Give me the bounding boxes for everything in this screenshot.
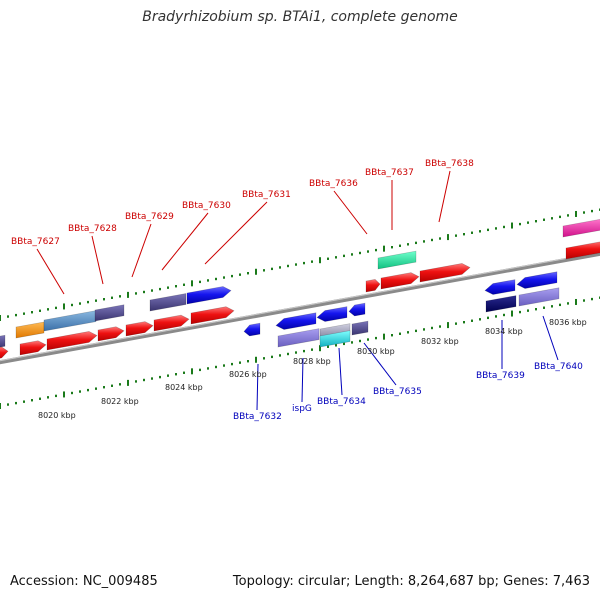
gene-label[interactable]: BBta_7638 (425, 159, 474, 169)
inner-tick-row (0, 296, 600, 409)
gene-block[interactable] (377, 250, 417, 270)
scale-label: 8034 kbp (485, 327, 523, 336)
gene-arrow-forward[interactable] (0, 346, 9, 360)
gene-arrow-forward[interactable] (153, 314, 190, 332)
gene-arrow-reverse[interactable] (316, 306, 348, 322)
callout-line (301, 357, 304, 403)
callout-line (91, 235, 104, 285)
callout-line (36, 248, 65, 295)
scale-labels: 8020 kbp 8022 kbp 8024 kbp 8026 kbp 8028… (38, 318, 587, 420)
callout-line (256, 363, 259, 411)
genome-backbone (0, 251, 600, 365)
callout-line (131, 223, 152, 278)
gene-features (0, 219, 600, 360)
gene-arrow-forward[interactable] (46, 331, 98, 351)
gene-label[interactable]: BBta_7635 (373, 387, 422, 397)
gene-label[interactable]: BBta_7636 (309, 179, 358, 189)
gene-label[interactable]: BBta_7631 (242, 190, 291, 200)
callout-line (542, 315, 559, 361)
gene-callout-lines (36, 170, 559, 411)
gene-arrow-forward[interactable] (419, 263, 471, 283)
gene-label[interactable]: BBta_7627 (11, 237, 60, 247)
gene-block[interactable] (43, 310, 97, 332)
gene-arrow-forward[interactable] (97, 326, 125, 342)
gene-block[interactable] (485, 295, 517, 313)
callout-line (338, 347, 343, 396)
gene-block[interactable] (518, 287, 560, 307)
gene-arrow-forward[interactable] (19, 340, 47, 356)
gene-arrow-forward[interactable] (190, 306, 235, 325)
outer-tick-row (0, 208, 600, 321)
scale-label: 8030 kbp (357, 347, 395, 356)
gene-block[interactable] (565, 241, 600, 260)
map-title: Bradyrhizobium sp. BTAi1, complete genom… (142, 9, 458, 25)
gene-label[interactable]: BBta_7639 (476, 371, 525, 381)
callout-line (363, 342, 397, 386)
accession-text: Accession: NC_009485 (10, 574, 158, 589)
gene-block[interactable] (351, 320, 369, 336)
callout-line (438, 170, 451, 223)
callout-line (161, 212, 209, 271)
scale-label: 8020 kbp (38, 411, 76, 420)
scale-label: 8036 kbp (549, 318, 587, 327)
gene-arrow-forward[interactable] (380, 272, 420, 290)
gene-arrow-reverse[interactable] (348, 302, 366, 317)
scale-label: 8024 kbp (165, 383, 203, 392)
callout-line (333, 190, 368, 235)
reverse-gene-labels: BBta_7632 ispG BBta_7634 BBta_7635 BBta_… (233, 362, 583, 422)
callout-line (204, 201, 268, 265)
forward-gene-labels: BBta_7627 BBta_7628 BBta_7629 BBta_7630 … (11, 159, 474, 247)
gene-label[interactable]: BBta_7634 (317, 397, 366, 407)
gene-label[interactable]: BBta_7632 (233, 412, 282, 422)
gene-label[interactable]: ispG (292, 404, 312, 414)
scale-label: 8022 kbp (101, 397, 139, 406)
gene-label[interactable]: BBta_7640 (534, 362, 583, 372)
gene-label[interactable]: BBta_7629 (125, 212, 174, 222)
gene-label[interactable]: BBta_7630 (182, 201, 231, 211)
gene-label[interactable]: BBta_7628 (68, 224, 117, 234)
gene-arrow-reverse[interactable] (243, 322, 261, 337)
gene-arrow-forward[interactable] (186, 286, 232, 305)
gene-block[interactable] (0, 334, 6, 348)
gene-arrow-reverse[interactable] (516, 271, 558, 289)
gene-arrow-forward[interactable] (365, 279, 381, 293)
scale-label: 8026 kbp (229, 370, 267, 379)
gene-block[interactable] (94, 304, 125, 322)
scale-label: 8028 kbp (293, 357, 331, 366)
genome-summary-text: Topology: circular; Length: 8,264,687 bp… (232, 574, 590, 589)
gene-arrow-forward[interactable] (125, 321, 154, 337)
gene-block[interactable] (319, 330, 351, 348)
genome-backbone-highlight (0, 251, 600, 362)
gene-block[interactable] (149, 293, 187, 312)
gene-arrow-reverse[interactable] (275, 312, 317, 330)
gene-block[interactable] (277, 328, 320, 348)
scale-label: 8032 kbp (421, 337, 459, 346)
gene-block[interactable] (562, 219, 600, 238)
gene-arrow-reverse[interactable] (484, 279, 516, 295)
gene-block[interactable] (15, 321, 45, 339)
gene-label[interactable]: BBta_7637 (365, 168, 414, 178)
